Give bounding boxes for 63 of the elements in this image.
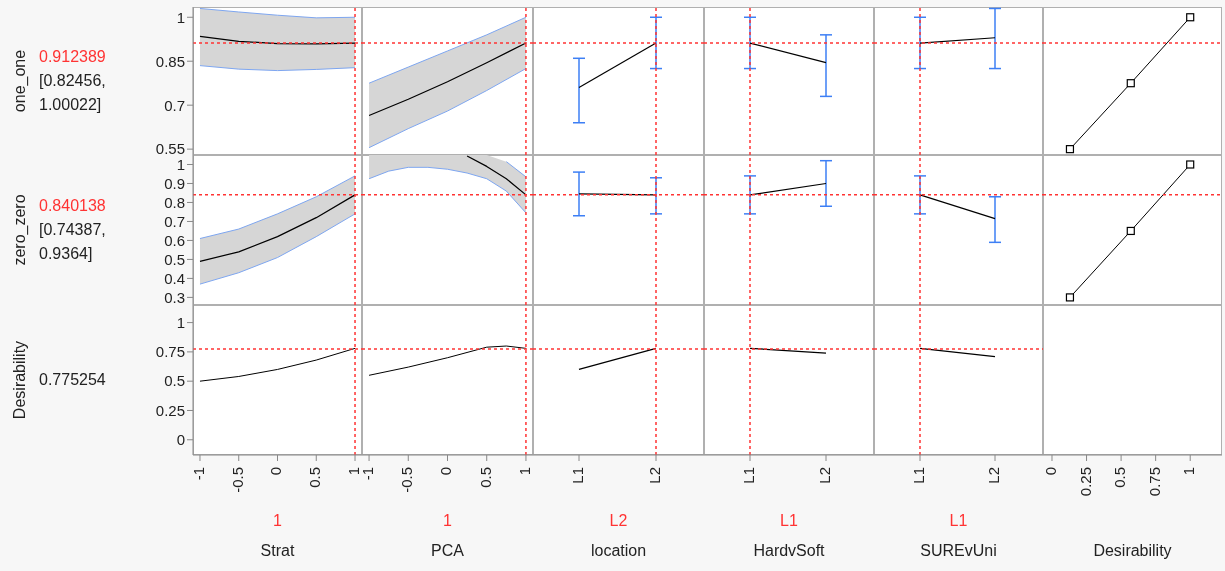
x-tick-label: L2	[984, 467, 1002, 484]
x-tick-label: -0.5	[398, 467, 416, 493]
y-tick-label: 0	[176, 431, 185, 449]
y-axis-title: Desirability	[11, 340, 29, 420]
y-tick-label: 0.55	[155, 140, 185, 158]
x-tick-label: L1	[739, 467, 757, 484]
y-tick-label: 1	[176, 313, 185, 331]
y-axis-title: one_one	[11, 49, 29, 113]
x-tick-label: 0.5	[476, 467, 494, 488]
x-tick-label: 1	[344, 467, 362, 476]
x-tick-label: 1	[1180, 467, 1198, 476]
text: [0.82456, 1.00022]	[39, 71, 107, 115]
y-axis-title: zero_zero	[11, 194, 29, 266]
x-axis-title: Desirability	[1092, 541, 1173, 561]
line-series	[199, 213, 356, 285]
line-series	[199, 175, 356, 240]
ref-line-label: 1	[273, 512, 282, 529]
y-tick-label: 1	[176, 8, 185, 26]
x-tick-label: L1	[568, 467, 586, 484]
ref-line-label: 0.840138	[39, 196, 107, 216]
y-tick-label: 0.4	[164, 269, 185, 287]
y-tick-label: 0.25	[155, 401, 185, 419]
x-tick-label: 0	[437, 467, 455, 476]
y-tick-label: 0.6	[164, 231, 185, 249]
y-tick-label: 0.85	[155, 52, 185, 70]
line-series	[199, 347, 356, 382]
ref-line-label: 1	[443, 512, 452, 529]
x-tick-label: 0.5	[306, 467, 324, 488]
y-tick-label: 0.5	[164, 372, 185, 390]
y-tick-label: 0.9	[164, 174, 185, 192]
x-tick-label: -1	[359, 467, 377, 481]
x-tick-label: L2	[815, 467, 833, 484]
x-tick-label: -0.5	[228, 467, 246, 493]
x-tick-label: 0.5	[1111, 467, 1129, 488]
ref-line-label: L1	[949, 512, 968, 529]
y-tick-label: 0.8	[164, 193, 185, 211]
x-tick-label: 0.75	[1145, 467, 1163, 497]
x-tick-label: L2	[645, 467, 663, 484]
text: 0.775254	[39, 370, 107, 390]
y-tick-label: 0.7	[164, 96, 185, 114]
x-tick-label: 0.25	[1076, 467, 1094, 497]
x-tick-label: L1	[909, 467, 927, 484]
y-tick-label: 1	[176, 155, 185, 173]
y-tick-label: 0.7	[164, 212, 185, 230]
x-axis-title: SUREvUni	[919, 541, 998, 561]
y-tick-label: 0.3	[164, 288, 185, 306]
x-tick-label: 1	[515, 467, 533, 476]
x-tick-label: 0	[1041, 467, 1059, 476]
line-series	[199, 194, 356, 262]
ref-line-label: 0.912389	[39, 47, 107, 67]
x-axis-title: location	[589, 541, 648, 561]
ref-line-label: L2	[609, 512, 628, 529]
text: [0.74387, 0.9364]	[39, 220, 107, 264]
x-tick-label: 0	[267, 467, 285, 476]
x-axis-title: PCA	[430, 541, 465, 561]
x-axis-title: Strat	[259, 541, 296, 561]
x-axis-title: HardvSoft	[752, 541, 826, 561]
line-series	[199, 7, 356, 19]
ref-line-label: L1	[780, 512, 798, 529]
x-tick-label: -1	[189, 467, 207, 481]
line-series	[199, 35, 356, 45]
y-tick-label: 0.75	[155, 343, 185, 361]
y-tick-label: 0.5	[164, 250, 185, 268]
